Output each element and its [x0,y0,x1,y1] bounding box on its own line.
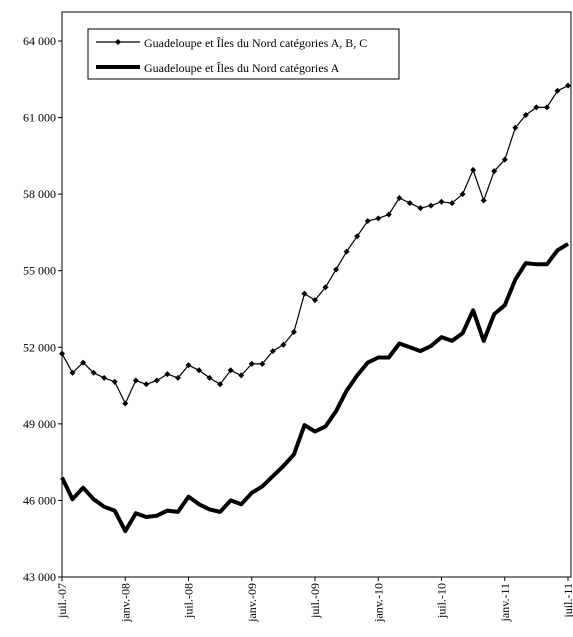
y-tick-label: 58 000 [23,187,56,201]
point-marker [385,211,392,218]
point-marker [354,233,361,240]
point-marker [185,362,192,369]
y-tick-label: 64 000 [23,34,56,48]
y-tick-label: 49 000 [23,417,56,431]
point-marker [217,381,224,388]
point-marker [259,360,266,367]
x-tick-label: juil.-07 [55,583,69,619]
point-marker [449,200,456,207]
point-marker [364,217,371,224]
point-marker [132,377,139,384]
plot-frame [61,11,572,578]
x-tick-label: janv.-09 [245,583,259,623]
legend-label: Guadeloupe et Îles du Nord catégories A,… [144,36,367,50]
point-marker [406,200,413,207]
point-marker [417,205,424,212]
point-marker [290,328,297,335]
x-tick-label: janv.-10 [371,583,385,623]
point-marker [343,248,350,255]
point-marker [59,350,65,357]
point-marker [512,124,519,131]
point-marker [533,104,540,111]
legend-marker [115,39,121,45]
x-tick-label: juil.-11 [561,583,573,619]
series-line [60,242,570,534]
point-marker [491,168,498,175]
point-marker [565,82,571,89]
point-marker [554,87,561,94]
point-marker [196,367,203,374]
point-marker [269,348,276,355]
y-tick-label: 43 000 [23,570,56,584]
x-tick-label: janv.-08 [118,583,132,623]
y-tick-label: 55 000 [23,264,56,278]
point-marker [301,290,308,297]
y-tick-label: 46 000 [23,493,56,507]
point-marker [280,341,287,348]
point-marker [238,372,245,379]
point-marker [522,112,529,119]
point-marker [101,374,108,381]
series-line [61,85,569,404]
point-marker [312,297,318,304]
point-marker [143,381,150,388]
point-marker [206,374,213,381]
x-tick-label: janv.-11 [498,583,512,622]
legend-box [87,28,400,80]
point-marker [90,369,97,376]
point-marker [427,202,434,209]
point-marker [122,400,129,407]
point-marker [470,166,477,173]
y-tick-label: 52 000 [23,340,56,354]
point-marker [111,378,118,385]
point-marker [322,284,329,291]
legend-label: Guadeloupe et Îles du Nord catégories A [144,61,340,75]
point-marker [501,156,508,163]
point-marker [174,374,181,381]
point-marker [480,197,487,204]
point-marker [396,194,403,201]
point-marker [153,377,160,384]
point-marker [80,359,87,366]
point-marker [543,104,550,111]
x-tick-label: juil.-09 [308,583,322,619]
point-marker [248,360,255,367]
y-tick-label: 61 000 [23,111,56,125]
point-marker [375,215,382,222]
point-marker [164,371,171,378]
point-marker [438,198,445,205]
point-marker [333,266,340,273]
point-marker [69,369,76,376]
x-tick-label: juil.-08 [182,583,196,619]
x-tick-label: juil.-10 [435,583,449,619]
point-marker [459,191,466,198]
point-marker [227,367,234,374]
